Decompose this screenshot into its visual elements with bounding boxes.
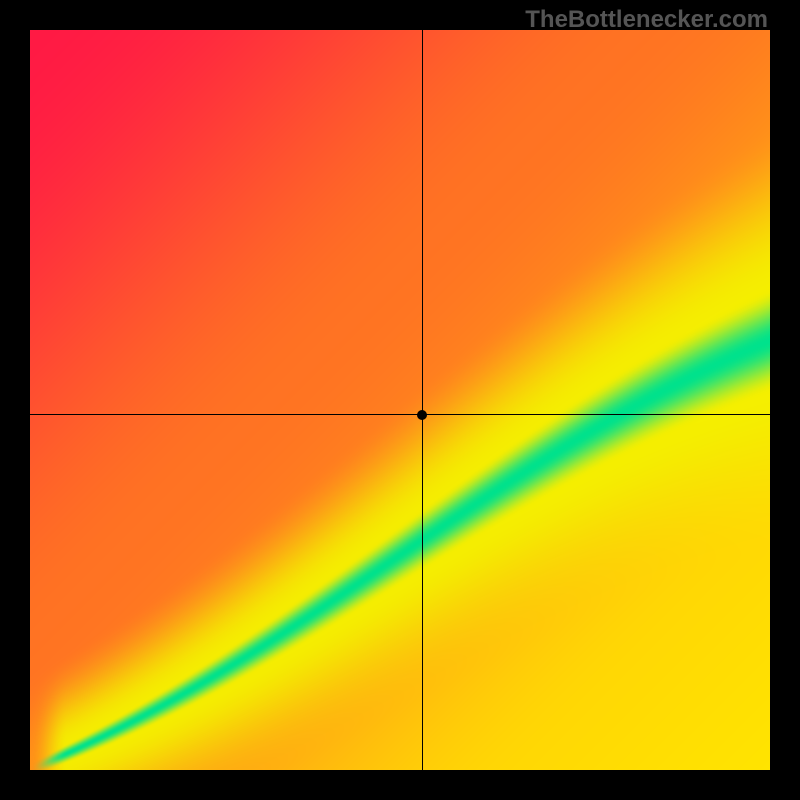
bottleneck-heatmap [30,30,770,770]
watermark-text: TheBottlenecker.com [525,6,768,34]
crosshair-vertical [422,30,423,770]
selection-marker [417,410,427,420]
chart-frame: TheBottlenecker.com [0,0,800,800]
crosshair-horizontal [30,414,770,415]
